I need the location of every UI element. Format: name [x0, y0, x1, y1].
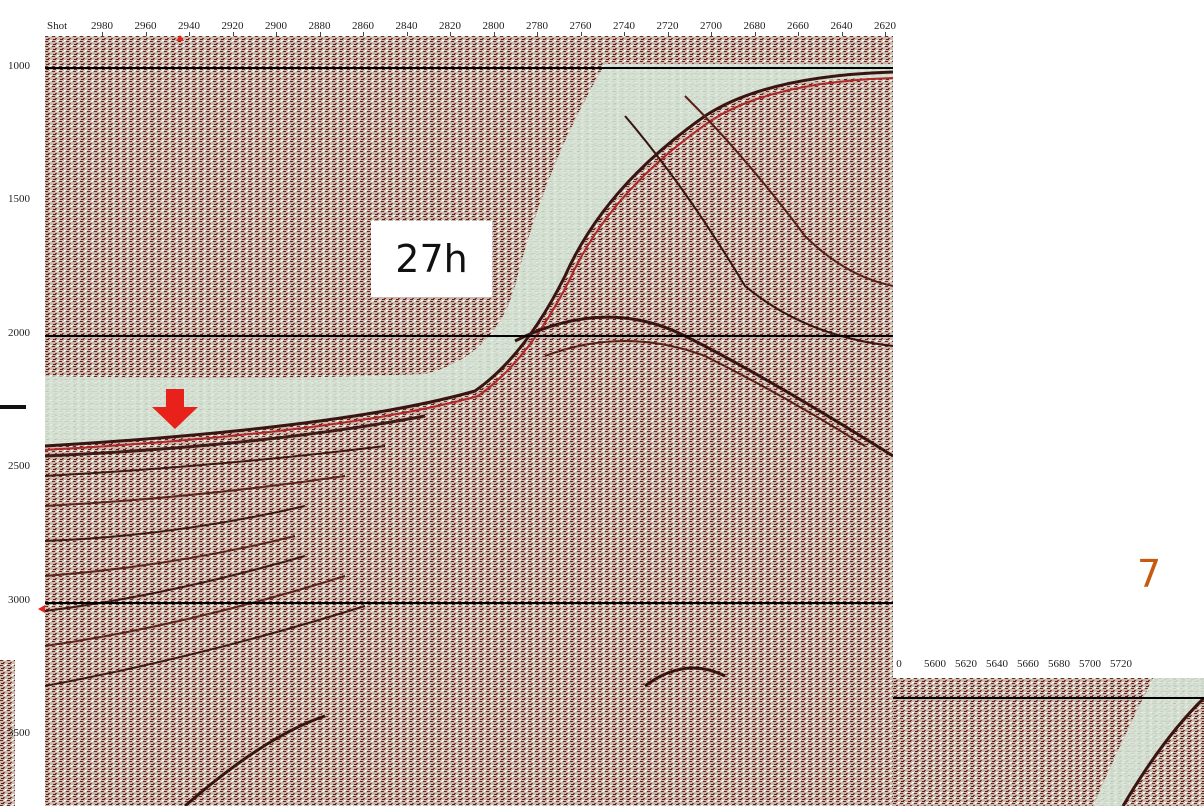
- shot-tick-label: 2800: [482, 20, 505, 32]
- shot-tick-label: 2940: [178, 20, 200, 32]
- seismic-image-main: [45, 36, 893, 806]
- time-tick-label: 3500: [8, 727, 30, 739]
- shot-tick-label: 2660: [787, 20, 809, 32]
- shot-tick-mark: [232, 32, 234, 36]
- time-tick-label: 1000: [8, 60, 30, 72]
- shot-tick-label: 2640: [830, 20, 853, 32]
- secondary-shot-tick-label: 5720: [1110, 658, 1132, 670]
- time-marker-icon: [38, 605, 45, 613]
- shot-axis-secondary: 0 5600 5620 5640 5660 5680 5700 5720: [893, 650, 1204, 678]
- shot-tick-label: 2900: [265, 20, 287, 32]
- shot-tick-label: 2680: [743, 20, 766, 32]
- shot-tick-mark: [711, 32, 712, 36]
- shot-axis: Shot 2980 2960 2940 2920 2900 2880 2860 2840 282…: [45, 0, 896, 36]
- shot-tick-mark: [102, 32, 103, 36]
- shot-tick-label: 2840: [395, 20, 418, 32]
- shot-tick-mark: [276, 32, 277, 36]
- shot-tick-mark: [885, 32, 886, 36]
- shot-axis-title: Shot: [47, 20, 68, 32]
- page-number: 7: [1137, 552, 1162, 596]
- red-down-arrow-icon: [152, 389, 198, 429]
- shot-tick-label: 2760: [569, 20, 592, 32]
- shot-tick-mark: [754, 32, 756, 36]
- shot-tick-mark: [841, 32, 843, 36]
- shot-tick-label: 2820: [439, 20, 461, 32]
- seismic-image-secondary: [893, 678, 1204, 806]
- time-tick-label: 2500: [8, 460, 30, 472]
- secondary-shot-tick-label: 5680: [1048, 658, 1070, 670]
- time-tick-label: 2000: [8, 327, 30, 339]
- dash-mark: [0, 405, 26, 409]
- shot-tick-mark: [493, 32, 495, 36]
- shot-marker-icon: [176, 35, 184, 41]
- secondary-shot-tick-label: 5600: [924, 658, 946, 670]
- secondary-shot-tick-label: 0: [896, 658, 902, 670]
- secondary-shot-tick-label: 5700: [1079, 658, 1101, 670]
- shot-tick-mark: [580, 32, 582, 36]
- shot-tick-label: 2880: [308, 20, 331, 32]
- shot-tick-mark: [363, 32, 364, 36]
- shot-tick-mark: [145, 32, 147, 36]
- secondary-shot-tick-label: 5620: [955, 658, 977, 670]
- secondary-shot-tick-label: 5660: [1017, 658, 1039, 670]
- seismic-section-secondary: [893, 678, 1204, 806]
- shot-tick-label: 2920: [221, 20, 244, 32]
- shot-tick-mark: [537, 32, 538, 36]
- seismic-section-left-strip: [0, 660, 15, 806]
- seismic-section-main: [45, 36, 893, 806]
- shot-tick-label: 2720: [656, 20, 679, 32]
- time-tick-label: 1500: [8, 193, 30, 205]
- shot-tick-label: 2980: [91, 20, 113, 32]
- shot-tick-label: 2620: [874, 20, 896, 32]
- shot-tick-label: 2700: [700, 20, 722, 32]
- shot-tick-mark: [798, 32, 799, 36]
- shot-tick-mark: [624, 32, 625, 36]
- shot-tick-mark: [667, 32, 669, 36]
- time-tick-label: 3000: [8, 594, 30, 606]
- shot-tick-label: 2960: [134, 20, 157, 32]
- shot-tick-mark: [406, 32, 408, 36]
- shot-tick-mark: [189, 32, 190, 36]
- callout-label: 27h: [371, 221, 492, 297]
- shot-tick-label: 2860: [352, 20, 374, 32]
- secondary-shot-tick-label: 5640: [986, 658, 1008, 670]
- shot-tick-mark: [319, 32, 321, 36]
- shot-tick-label: 2780: [526, 20, 548, 32]
- shot-tick-label: 2740: [613, 20, 635, 32]
- shot-tick-mark: [450, 32, 451, 36]
